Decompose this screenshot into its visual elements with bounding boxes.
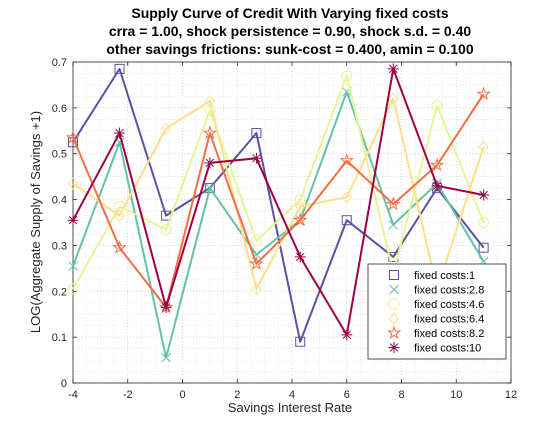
data-point <box>250 235 262 247</box>
y-tick-label: 0.5 <box>52 149 67 161</box>
series-5 <box>65 86 491 314</box>
legend-item: fixed costs:1 <box>389 270 475 282</box>
series-line <box>72 93 485 309</box>
data-point <box>339 153 354 167</box>
legend-label: fixed costs:6.4 <box>414 314 484 326</box>
legend-item: fixed costs:8.2 <box>386 325 484 340</box>
data-point <box>114 209 125 222</box>
series-line <box>72 67 484 336</box>
data-point <box>67 177 79 190</box>
legend: fixed costs:1 fixed costs:2.8 fixed costs:… <box>367 263 507 360</box>
data-point <box>204 183 215 194</box>
data-point <box>431 180 443 192</box>
data-point <box>160 301 172 313</box>
legend-marker <box>388 312 400 325</box>
data-point <box>478 217 490 228</box>
y-tick-label: 0.6 <box>52 103 67 115</box>
data-point <box>295 200 306 213</box>
y-tick-label: 0.1 <box>52 332 67 344</box>
data-point <box>251 128 262 139</box>
data-point <box>202 125 218 140</box>
series-6 <box>67 63 490 341</box>
data-point <box>112 240 127 254</box>
data-point <box>65 130 81 144</box>
legend-label: fixed costs:10 <box>414 343 481 355</box>
data-point <box>341 329 353 341</box>
y-tick-label: 0.2 <box>52 286 67 298</box>
data-point <box>388 92 399 105</box>
legend-label: fixed costs:8.2 <box>414 328 484 340</box>
data-point <box>429 157 445 172</box>
data-point <box>388 219 399 230</box>
data-point <box>341 215 352 226</box>
data-point <box>204 94 216 108</box>
x-tick-label: 4 <box>289 389 295 401</box>
data-point <box>68 261 78 271</box>
legend-item: fixed costs:2.8 <box>389 284 484 297</box>
series-4 <box>67 92 489 296</box>
data-point <box>294 251 306 263</box>
data-point <box>431 100 443 112</box>
chart-title: Supply Curve of Credit With Varying fixe… <box>106 5 473 57</box>
y-tick-label: 0.7 <box>52 57 67 69</box>
legend-marker <box>388 298 400 310</box>
data-point <box>160 223 172 235</box>
x-tick-label: 6 <box>344 389 350 401</box>
legend-marker <box>386 325 402 340</box>
x-axis-label: Savings Interest Rate <box>228 400 352 415</box>
data-point <box>204 104 216 116</box>
data-point <box>293 212 308 227</box>
legend-label: fixed costs:2.8 <box>414 285 484 297</box>
series-line <box>72 97 485 290</box>
data-point <box>67 283 79 295</box>
data-point <box>204 157 216 169</box>
legend-label: fixed costs:4.6 <box>414 299 484 311</box>
data-point <box>478 242 489 253</box>
data-point <box>251 282 262 296</box>
data-point <box>114 127 126 139</box>
legend-marker <box>389 270 399 280</box>
data-point <box>114 63 125 74</box>
data-point <box>386 196 401 211</box>
data-point <box>478 189 490 201</box>
title-line-3: other savings frictions: sunk-cost = 0.4… <box>106 41 473 57</box>
y-tick-label: 0 <box>61 378 67 390</box>
series-line <box>72 90 485 359</box>
data-point <box>476 86 491 101</box>
legend-item: fixed costs:6.4 <box>388 312 484 326</box>
x-tick-label: 10 <box>450 389 462 401</box>
data-point <box>250 152 262 164</box>
legend-item: fixed costs:10 <box>388 342 481 355</box>
x-tick-label: -4 <box>68 389 78 401</box>
y-tick-label: 0.3 <box>52 240 67 252</box>
data-point <box>161 352 171 363</box>
data-point <box>387 63 399 75</box>
x-tick-label: 12 <box>505 389 517 401</box>
title-line-1: Supply Curve of Credit With Varying fixe… <box>131 5 448 21</box>
y-axis-label: LOG(Aggregate Supply of Savings +1) <box>28 111 43 333</box>
x-tick-label: 0 <box>179 389 185 401</box>
title-line-2: crra = 1.00, shock persistence = 0.90, s… <box>109 23 471 39</box>
data-point <box>205 183 215 193</box>
data-point <box>67 214 79 226</box>
legend-marker <box>389 284 399 295</box>
legend-label: fixed costs:1 <box>414 270 475 282</box>
x-tick-label: 2 <box>234 389 240 401</box>
data-point <box>249 256 264 270</box>
data-point <box>478 140 489 154</box>
legend-marker <box>388 342 400 353</box>
x-tick-label: 8 <box>398 389 404 401</box>
data-point <box>295 336 306 347</box>
data-point <box>341 70 353 82</box>
y-tick-label: 0.4 <box>52 195 67 207</box>
data-point <box>341 190 352 204</box>
data-point <box>160 122 172 135</box>
legend-item: fixed costs:4.6 <box>388 298 484 311</box>
data-point <box>294 194 306 206</box>
x-tick-label: -2 <box>123 389 133 401</box>
